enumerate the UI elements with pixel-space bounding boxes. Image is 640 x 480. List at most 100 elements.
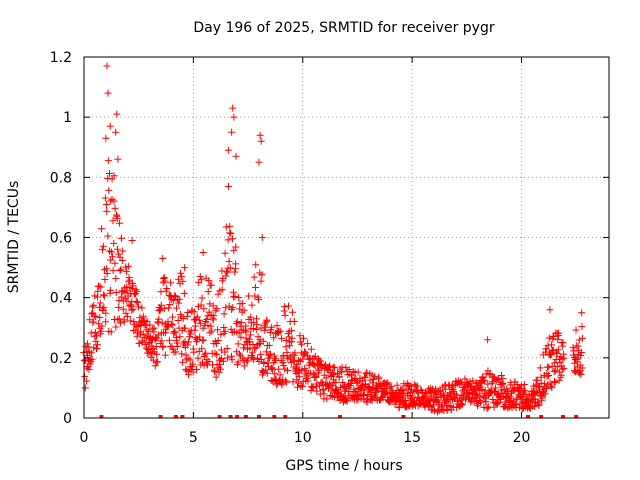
data-point <box>198 294 206 302</box>
data-point <box>398 386 406 394</box>
data-point <box>214 290 222 298</box>
data-point <box>280 362 288 370</box>
data-point <box>177 269 185 277</box>
data-point <box>540 380 548 388</box>
data-point <box>558 365 566 373</box>
data-point <box>520 381 528 389</box>
data-point <box>96 299 104 307</box>
data-point <box>134 303 142 311</box>
data-point <box>443 406 451 414</box>
data-point <box>242 328 250 336</box>
data-point <box>478 385 486 393</box>
data-point <box>262 348 270 356</box>
data-point <box>345 388 353 396</box>
data-point <box>286 342 294 350</box>
data-point <box>112 289 120 297</box>
data-point <box>237 333 245 341</box>
data-point <box>132 298 140 306</box>
data-point <box>484 380 492 388</box>
data-point <box>229 104 237 112</box>
data-point <box>272 355 280 363</box>
data-point <box>293 361 301 369</box>
data-point <box>208 327 216 335</box>
data-point <box>93 345 101 353</box>
data-point <box>518 382 526 390</box>
data-point <box>253 354 261 362</box>
data-point <box>453 391 461 399</box>
data-point <box>138 304 146 312</box>
data-point <box>548 384 556 392</box>
data-point <box>181 324 189 332</box>
data-point <box>237 318 245 326</box>
x-tick-label: 0 <box>80 430 89 446</box>
data-point <box>110 172 118 180</box>
data-point <box>156 307 164 315</box>
data-point <box>110 239 118 247</box>
data-point <box>226 264 234 272</box>
data-point <box>554 346 562 354</box>
data-point <box>548 341 556 349</box>
y-tick-label: 0.8 <box>50 170 72 186</box>
data-point <box>379 394 387 402</box>
data-point <box>242 322 250 330</box>
data-point <box>101 194 109 202</box>
data-point <box>398 393 406 401</box>
data-point <box>282 377 290 385</box>
data-point <box>271 356 279 364</box>
data-point <box>212 340 220 348</box>
data-point <box>371 372 379 380</box>
y-tick-label: 0 <box>63 411 72 427</box>
data-point <box>572 326 580 334</box>
data-point <box>165 304 173 312</box>
data-point <box>195 316 203 324</box>
data-point <box>120 318 128 326</box>
data-point <box>555 376 563 384</box>
data-point <box>216 365 224 373</box>
data-point <box>196 319 204 327</box>
data-point <box>107 286 115 294</box>
data-point <box>95 282 103 290</box>
data-point <box>211 349 219 357</box>
data-point <box>171 329 179 337</box>
data-point <box>481 377 489 385</box>
data-point <box>226 222 234 230</box>
data-point <box>184 309 192 317</box>
data-point <box>156 305 164 313</box>
data-point <box>531 403 539 411</box>
data-point <box>158 337 166 345</box>
data-point <box>300 348 308 356</box>
data-point <box>381 385 389 393</box>
data-point <box>234 340 242 348</box>
data-point <box>116 219 124 227</box>
data-point <box>98 246 106 254</box>
data-point <box>546 379 554 387</box>
data-point <box>421 389 429 397</box>
data-point <box>91 328 99 336</box>
data-point <box>223 345 231 353</box>
data-point <box>224 354 232 362</box>
data-point <box>176 333 184 341</box>
data-point <box>281 303 289 311</box>
data-point <box>142 334 150 342</box>
data-point <box>322 374 330 382</box>
data-point <box>123 312 131 320</box>
data-point <box>179 277 187 285</box>
data-point <box>216 360 224 368</box>
data-point <box>90 312 98 320</box>
data-point <box>240 362 248 370</box>
data-point <box>240 306 248 314</box>
data-point <box>200 305 208 313</box>
zero-marker <box>337 415 342 418</box>
data-point <box>133 332 141 340</box>
data-point <box>154 358 162 366</box>
data-point <box>209 302 217 310</box>
data-point <box>458 400 466 408</box>
data-point <box>246 331 254 339</box>
data-point <box>477 398 485 406</box>
y-tick-label: 1.2 <box>50 50 72 66</box>
data-point <box>260 358 268 366</box>
data-point <box>287 327 295 335</box>
data-point <box>153 350 161 358</box>
data-point <box>272 375 280 383</box>
data-point <box>232 260 240 268</box>
